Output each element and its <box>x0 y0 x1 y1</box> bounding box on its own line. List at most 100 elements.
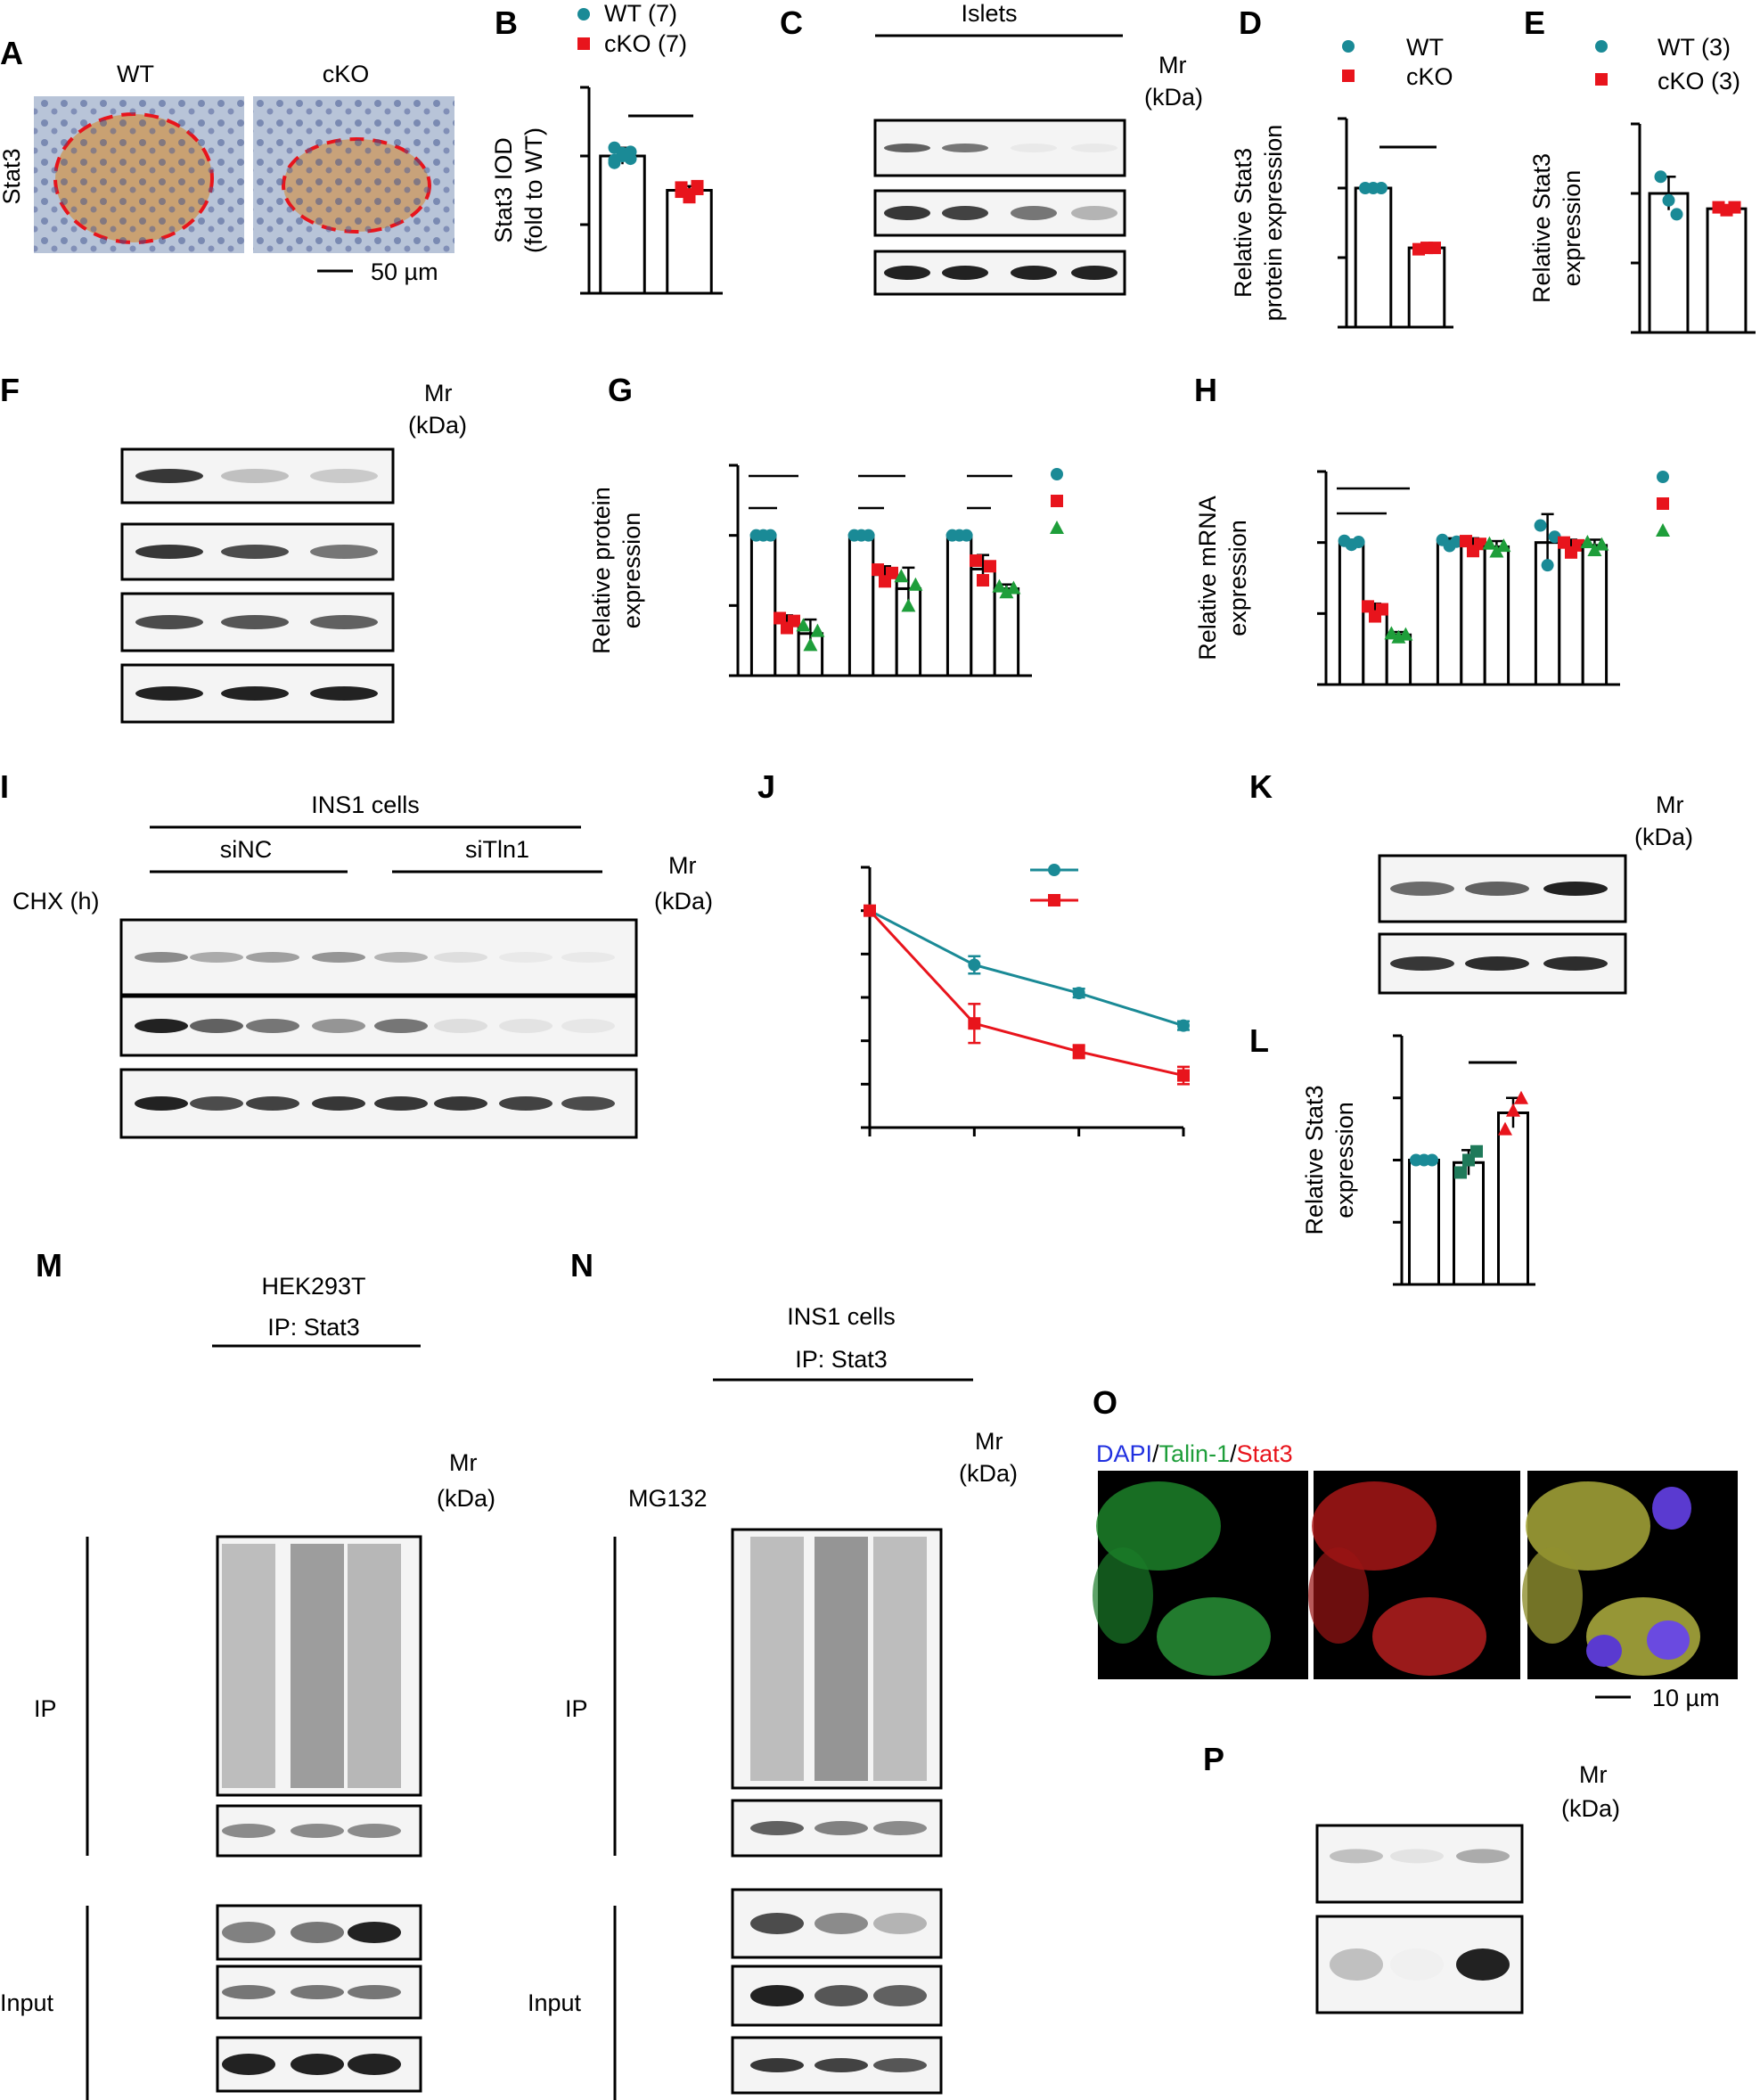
mr-label-k: Mr <box>1656 792 1683 818</box>
chart-l-point <box>1506 1103 1520 1117</box>
mg132-label-n: MG132 <box>628 1485 708 1512</box>
ip-header-m: IP: Stat3 <box>267 1314 360 1341</box>
panel-letter-L: L <box>1249 1022 1269 1059</box>
I-band <box>135 952 188 963</box>
chart-h: Relative mRNA expression <box>1194 470 1620 686</box>
chart-g-point <box>803 637 818 652</box>
chart-l-bar <box>1408 1159 1440 1286</box>
chart-l-point <box>1454 1166 1467 1179</box>
I-band <box>434 1019 487 1033</box>
chart-g-point <box>894 569 909 583</box>
C-band <box>942 144 988 152</box>
label-wt: WT <box>117 61 154 87</box>
N-band <box>750 1985 804 2006</box>
I-band <box>312 952 365 963</box>
F-band <box>221 469 289 483</box>
chart-b-point <box>608 153 621 167</box>
C-band <box>942 206 988 220</box>
if-image-merge <box>1522 1471 1738 1679</box>
M-band <box>222 1985 275 1999</box>
F-band <box>310 545 378 559</box>
chart-l: Relative Stat3 expression <box>1301 1034 1535 1286</box>
N-band <box>750 2058 804 2072</box>
chart-j-point <box>1072 987 1085 1000</box>
M-band <box>348 1824 401 1838</box>
N-band <box>815 1985 868 2006</box>
chart-l-point <box>1514 1090 1528 1104</box>
legend-stat3: Stat3 <box>1237 1440 1293 1467</box>
chart-g-point <box>796 618 811 632</box>
K-band <box>1465 882 1529 896</box>
chart-h-point <box>1376 603 1388 616</box>
chart-j-legend-marker <box>1048 864 1060 876</box>
legend-wt-marker-e <box>1595 40 1608 53</box>
panel-letter-B: B <box>495 4 518 41</box>
histology-cko-image <box>253 96 454 253</box>
islets-header: Islets <box>961 0 1017 27</box>
F-band <box>221 545 289 559</box>
panel-letter-D: D <box>1239 4 1262 41</box>
kda-label-k: (kDa) <box>1634 824 1693 850</box>
chart-h-point <box>1496 538 1511 553</box>
P-band <box>1456 1849 1510 1864</box>
chart-h-bar <box>1436 541 1463 686</box>
legend-sep-1: / <box>1152 1440 1159 1467</box>
N-smear <box>873 1537 927 1781</box>
blots-f <box>120 447 395 724</box>
I-band <box>312 1019 365 1033</box>
M-band <box>348 2054 401 2075</box>
chart-g-point <box>901 598 916 612</box>
legend-dapi: DAPI <box>1096 1440 1152 1467</box>
I-band <box>190 952 243 963</box>
chart-h-bar <box>1558 545 1584 686</box>
chart-l-bar <box>1453 1161 1485 1286</box>
I-band <box>561 1096 615 1111</box>
I-band <box>135 1019 188 1033</box>
P-band <box>1390 1948 1444 1981</box>
mr-label-i: Mr <box>668 852 696 879</box>
chart-g-bar <box>993 587 1020 677</box>
I-band <box>434 1096 487 1111</box>
M-band <box>222 2054 275 2075</box>
chart-j-series-line <box>868 909 1184 1078</box>
chart-h-point <box>1460 535 1472 548</box>
blots-n <box>731 1528 943 2095</box>
chx-label: CHX (h) <box>12 888 100 915</box>
chart-h-point <box>1587 542 1602 556</box>
K-band <box>1543 882 1608 896</box>
hek-header: HEK293T <box>261 1273 365 1300</box>
chart-b-y-label: Stat3 IOD (fold to WT) <box>490 127 547 253</box>
panel-letter-A: A <box>0 35 23 71</box>
chart-g-point <box>788 614 800 628</box>
chart-e-bar <box>1706 207 1748 334</box>
kda-label-m: (kDa) <box>437 1485 495 1512</box>
chart-e-point <box>1654 170 1667 184</box>
C-band <box>942 266 988 280</box>
chart-h-bar <box>1338 541 1365 686</box>
F-band <box>310 686 378 701</box>
chart-g-bar <box>872 573 898 677</box>
C-band <box>1071 266 1117 280</box>
chart-h-point <box>1474 537 1486 551</box>
group-sitln1: siTln1 <box>465 836 529 863</box>
chart-g-point <box>872 563 884 577</box>
if-image-talin <box>1093 1471 1308 1679</box>
legend-cko-label-e: cKO (3) <box>1658 68 1740 94</box>
panel-letter-J: J <box>757 768 775 805</box>
chart-h-point <box>1558 536 1570 549</box>
chart-d-point <box>1375 182 1388 194</box>
chart-h-point <box>1398 627 1413 641</box>
scale-label-a: 50 µm <box>371 258 438 285</box>
legend-cko-label-d: cKO <box>1406 63 1453 90</box>
chart-h-legend-marker <box>1657 471 1669 483</box>
legend-sep-2: / <box>1230 1440 1237 1467</box>
I-band <box>434 952 487 963</box>
histology-wt-image <box>34 96 244 253</box>
I-band <box>246 1096 299 1111</box>
chart-b-point <box>675 181 688 194</box>
chart-j <box>861 864 1190 1136</box>
chart-g-bar <box>945 534 973 677</box>
panel-letter-O: O <box>1093 1384 1117 1421</box>
chart-d-y-label: Relative Stat3 protein expression <box>1230 125 1287 322</box>
label-cko: cKO <box>323 61 370 87</box>
